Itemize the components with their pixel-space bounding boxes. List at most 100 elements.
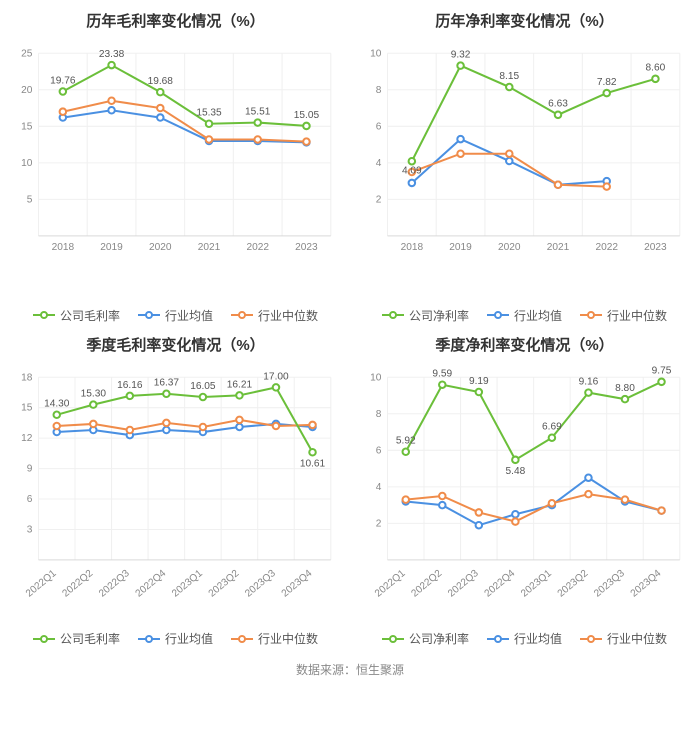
series-marker-industry_median	[273, 422, 279, 428]
series-marker-company	[303, 123, 309, 129]
series-marker-company	[236, 392, 242, 398]
series-marker-company	[506, 84, 512, 90]
value-label: 23.38	[99, 49, 125, 60]
chart-plot: 51015202520182019202020212022202319.7623…	[6, 37, 345, 291]
x-tick-label: 2023Q4	[629, 568, 664, 600]
svg-text:15: 15	[21, 121, 33, 132]
series-marker-industry_avg	[236, 423, 242, 429]
legend-label: 公司净利率	[409, 307, 469, 324]
legend-item: 行业均值	[487, 307, 562, 324]
series-marker-industry_median	[127, 427, 133, 433]
series-marker-company	[90, 401, 96, 407]
value-label: 10.61	[300, 458, 326, 469]
series-marker-industry_median	[439, 492, 445, 498]
series-marker-industry_median	[254, 136, 260, 142]
x-tick-label: 2023Q3	[592, 568, 627, 600]
series-marker-industry_avg	[163, 427, 169, 433]
legend-label: 行业均值	[165, 630, 213, 647]
value-label: 19.68	[148, 76, 174, 87]
legend-label: 行业中位数	[258, 630, 318, 647]
series-marker-company	[54, 411, 60, 417]
series-marker-company	[273, 384, 279, 390]
x-tick-label: 2022Q4	[134, 568, 169, 600]
legend-label: 行业均值	[514, 630, 562, 647]
series-marker-company	[658, 378, 664, 384]
svg-text:6: 6	[376, 445, 382, 456]
series-marker-company	[254, 119, 260, 125]
value-label: 8.80	[615, 383, 635, 394]
x-tick-label: 2022	[595, 242, 618, 253]
chart-title: 季度毛利率变化情况（%）	[6, 334, 345, 355]
chart-title: 季度净利率变化情况（%）	[355, 334, 694, 355]
value-label: 16.37	[154, 377, 180, 388]
x-tick-label: 2022Q4	[483, 568, 518, 600]
series-marker-industry_median	[236, 416, 242, 422]
x-tick-label: 2019	[449, 242, 472, 253]
svg-text:8: 8	[376, 85, 382, 96]
legend-item: 行业均值	[138, 630, 213, 647]
x-tick-label: 2023Q2	[556, 568, 591, 600]
svg-text:18: 18	[21, 372, 33, 383]
series-marker-industry_avg	[506, 158, 512, 164]
series-marker-industry_avg	[476, 522, 482, 528]
value-label: 8.15	[499, 71, 519, 82]
series-marker-company	[585, 389, 591, 395]
series-marker-industry_median	[555, 182, 561, 188]
legend-label: 行业中位数	[607, 307, 667, 324]
series-marker-company	[603, 90, 609, 96]
series-marker-company	[549, 434, 555, 440]
series-marker-industry_avg	[439, 502, 445, 508]
legend-swatch-icon	[580, 634, 602, 644]
value-label: 9.19	[469, 376, 489, 387]
series-marker-industry_median	[206, 136, 212, 142]
legend-label: 公司毛利率	[60, 307, 120, 324]
legend-item: 公司净利率	[382, 630, 469, 647]
series-marker-company	[309, 449, 315, 455]
x-tick-label: 2022Q2	[410, 568, 445, 600]
legend-item: 行业中位数	[580, 630, 667, 647]
series-marker-company	[206, 121, 212, 127]
svg-text:10: 10	[21, 158, 33, 169]
legend-swatch-icon	[231, 634, 253, 644]
chart-plot: 3691215182022Q12022Q22022Q32022Q42023Q12…	[6, 361, 345, 615]
legend-label: 行业中位数	[258, 307, 318, 324]
series-marker-industry_median	[549, 500, 555, 506]
series-marker-industry_median	[163, 419, 169, 425]
value-label: 15.30	[81, 388, 107, 399]
x-tick-label: 2019	[100, 242, 123, 253]
legend-item: 行业中位数	[580, 307, 667, 324]
value-label: 9.16	[579, 376, 599, 387]
legend-swatch-icon	[231, 310, 253, 320]
x-tick-label: 2023	[295, 242, 318, 253]
legend-swatch-icon	[487, 310, 509, 320]
value-label: 16.21	[227, 379, 253, 390]
x-tick-label: 2022Q3	[97, 568, 132, 600]
series-marker-industry_median	[90, 420, 96, 426]
legend-item: 行业均值	[487, 630, 562, 647]
series-marker-industry_median	[309, 421, 315, 427]
value-label: 5.92	[396, 435, 416, 446]
value-label: 15.05	[294, 110, 320, 121]
series-marker-company	[512, 456, 518, 462]
x-tick-label: 2022Q2	[61, 568, 96, 600]
chart-title: 历年毛利率变化情况（%）	[6, 10, 345, 31]
series-marker-company	[622, 396, 628, 402]
series-marker-company	[108, 62, 114, 68]
legend-label: 公司毛利率	[60, 630, 120, 647]
series-marker-company	[476, 389, 482, 395]
chart-panel-quarter_net: 季度净利率变化情况（%）2468102022Q12022Q22022Q32022…	[355, 334, 694, 648]
legend-swatch-icon	[382, 310, 404, 320]
svg-text:6: 6	[27, 494, 33, 505]
x-tick-label: 2023Q4	[280, 568, 315, 600]
series-marker-industry_median	[200, 423, 206, 429]
series-marker-industry_avg	[457, 136, 463, 142]
x-tick-label: 2021	[198, 242, 221, 253]
value-label: 16.16	[117, 380, 143, 391]
legend-item: 行业均值	[138, 307, 213, 324]
svg-text:6: 6	[376, 121, 382, 132]
svg-text:3: 3	[27, 524, 33, 535]
series-marker-company	[555, 112, 561, 118]
series-marker-industry_median	[303, 138, 309, 144]
chart-plot: 2468102018201920202021202220234.099.328.…	[355, 37, 694, 291]
legend-swatch-icon	[138, 634, 160, 644]
